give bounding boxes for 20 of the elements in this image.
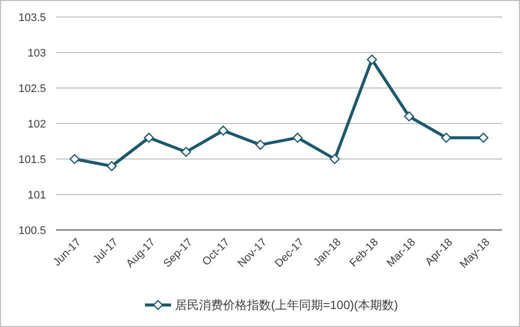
point bbox=[478, 132, 488, 143]
point bbox=[255, 140, 266, 150]
point bbox=[441, 132, 452, 143]
point bbox=[292, 132, 303, 143]
point bbox=[404, 111, 414, 122]
point bbox=[181, 146, 192, 157]
y-tick-label: 101 bbox=[28, 189, 46, 202]
legend-label: 居民消费价格指数(上年同期=100)(本期数) bbox=[175, 298, 398, 312]
y-tick-label: 102 bbox=[28, 118, 46, 130]
y-tick-label: 101.5 bbox=[18, 154, 46, 166]
point bbox=[144, 132, 154, 143]
point bbox=[218, 126, 228, 136]
y-tick-label: 103 bbox=[28, 47, 46, 60]
point bbox=[106, 161, 117, 172]
point bbox=[70, 154, 80, 164]
y-tick-label: 100.5 bbox=[18, 224, 46, 237]
y-tick-label: 102.5 bbox=[18, 82, 46, 95]
y-tick-label: 103.5 bbox=[18, 12, 46, 24]
point bbox=[366, 54, 377, 65]
point bbox=[330, 154, 340, 164]
